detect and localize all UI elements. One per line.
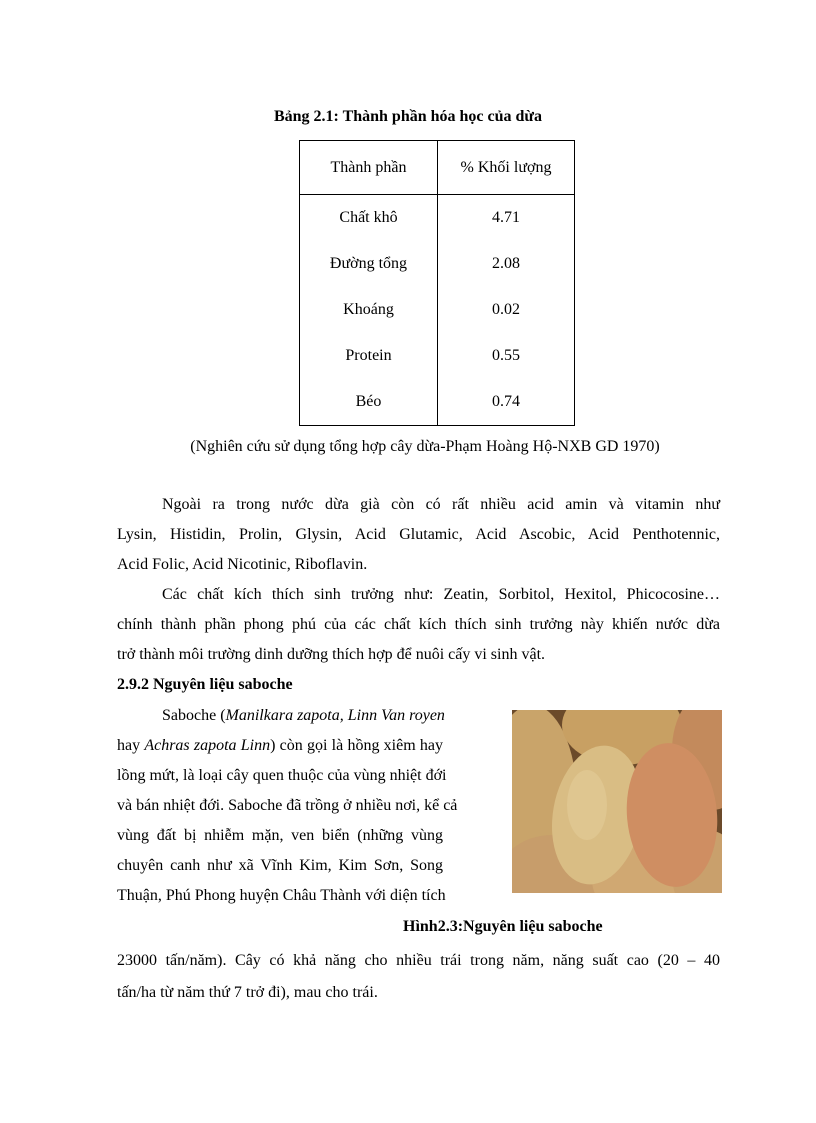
- cell: Béo: [299, 379, 438, 426]
- text: ) còn gọi là hồng xiêm hay: [270, 737, 443, 754]
- paragraph-line: Lysin, Histidin, Prolin, Glysin, Acid Gl…: [117, 526, 720, 543]
- table-title: Bảng 2.1: Thành phần hóa học của dừa: [273, 108, 543, 125]
- paragraph-line: Ngoài ra trong nước dừa già còn có rất n…: [162, 496, 720, 513]
- text: Saboche (: [162, 707, 226, 724]
- paragraph-line: Saboche (Manilkara zapota, Linn Van roye…: [162, 706, 445, 726]
- text: hay: [117, 737, 145, 754]
- paragraph-line: chính thành phần phong phú của các chất …: [117, 616, 720, 633]
- table-row: Chất khô 4.71: [299, 194, 575, 241]
- cell: 2.08: [437, 241, 575, 287]
- paragraph-line: Thuận, Phú Phong huyện Châu Thành với di…: [117, 887, 446, 904]
- table-row: Đường tổng 2.08: [299, 241, 575, 287]
- figure-caption: Hình2.3:Nguyên liệu saboche: [403, 918, 603, 935]
- section-heading: 2.9.2 Nguyên liệu saboche: [117, 676, 293, 693]
- cell: Protein: [299, 333, 438, 379]
- cell: 0.74: [437, 379, 575, 426]
- species-name: Manilkara zapota, Linn Van royen: [225, 707, 445, 724]
- cell: 0.55: [437, 333, 575, 379]
- cell: 4.71: [437, 194, 575, 241]
- paragraph-line: Các chất kích thích sinh trưởng như: Zea…: [162, 586, 720, 603]
- header-cell: Thành phần: [299, 140, 438, 195]
- table-row: Protein 0.55: [299, 333, 575, 379]
- paragraph-line: hay Achras zapota Linn) còn gọi là hồng …: [117, 736, 443, 756]
- table-row: Khoáng 0.02: [299, 287, 575, 333]
- paragraph-line: và bán nhiệt đới. Saboche đã trồng ở nhi…: [117, 797, 458, 814]
- paragraph-line: Acid Folic, Acid Nicotinic, Riboflavin.: [117, 556, 368, 573]
- paragraph-line: 23000 tấn/năm). Cây có khả năng cho nhiề…: [117, 952, 720, 969]
- table-source: (Nghiên cứu sử dụng tổng hợp cây dừa-Phạ…: [190, 438, 660, 455]
- paragraph-line: chuyên canh như xã Vĩnh Kim, Kim Sơn, So…: [117, 857, 443, 874]
- saboche-photo: [512, 710, 722, 893]
- cell: Khoáng: [299, 287, 438, 333]
- species-name: Achras zapota Linn: [144, 737, 271, 754]
- header-cell: % Khối lượng: [437, 140, 575, 195]
- paragraph-line: vùng đất bị nhiễm mặn, ven biển (những v…: [117, 827, 443, 844]
- cell: Chất khô: [299, 194, 438, 241]
- table-header-row: Thành phần % Khối lượng: [299, 140, 575, 195]
- cell: Đường tổng: [299, 241, 438, 287]
- paragraph-line: lồng mứt, là loại cây quen thuộc của vùn…: [117, 767, 447, 784]
- cell: 0.02: [437, 287, 575, 333]
- table-row: Béo 0.74: [299, 379, 575, 426]
- composition-table: Thành phần % Khối lượng Chất khô 4.71 Đườ…: [299, 140, 575, 426]
- paragraph-line: tấn/ha từ năm thứ 7 trở đi), mau cho trá…: [117, 984, 378, 1001]
- paragraph-line: trở thành môi trường dinh dưỡng thích hợ…: [117, 646, 546, 663]
